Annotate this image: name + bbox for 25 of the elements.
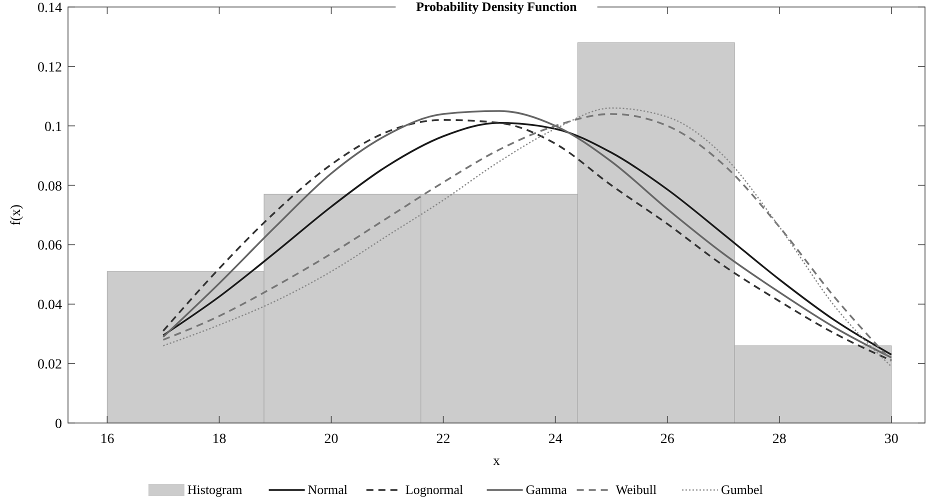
x-tick-label: 24 bbox=[548, 432, 562, 447]
y-tick-label: 0.08 bbox=[38, 179, 62, 194]
legend-label: Gamma bbox=[526, 482, 568, 497]
x-tick-label: 20 bbox=[324, 432, 338, 447]
legend-label: Gumbel bbox=[721, 482, 764, 497]
chart-title: Probability Density Function bbox=[416, 0, 578, 14]
y-tick-label: 0.12 bbox=[38, 60, 62, 76]
x-axis-title: x bbox=[493, 454, 500, 469]
x-tick-label: 18 bbox=[212, 432, 226, 447]
legend-label: Normal bbox=[308, 482, 348, 497]
x-tick-label: 26 bbox=[660, 432, 674, 447]
y-tick-label: 0.02 bbox=[38, 358, 62, 373]
x-tick-label: 30 bbox=[884, 432, 898, 447]
legend-label: Lognormal bbox=[405, 482, 464, 497]
x-tick-label: 16 bbox=[100, 432, 114, 447]
x-tick-label: 28 bbox=[772, 432, 786, 447]
y-tick-label: 0.06 bbox=[38, 238, 62, 254]
y-tick-label: 0 bbox=[55, 417, 62, 432]
legend-label: Histogram bbox=[187, 482, 242, 497]
y-tick-label: 0.14 bbox=[38, 1, 62, 16]
x-tick-label: 22 bbox=[436, 432, 450, 447]
y-tick-label: 0.1 bbox=[44, 120, 62, 135]
y-axis-title: f(x) bbox=[9, 204, 24, 226]
y-tick-label: 0.04 bbox=[38, 298, 62, 314]
legend-label: Weibull bbox=[616, 482, 658, 497]
